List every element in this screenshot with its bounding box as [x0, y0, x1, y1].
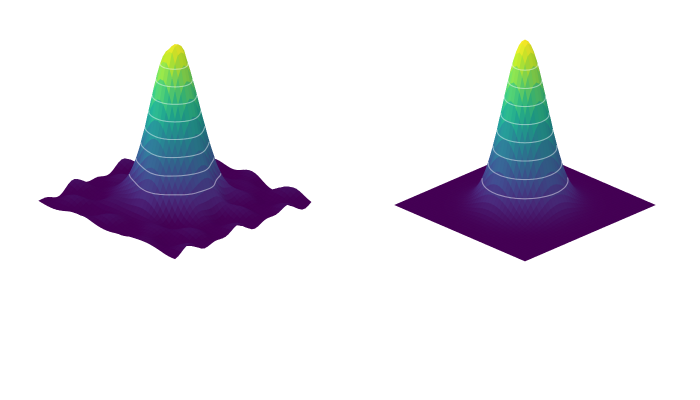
surface-plot-right	[394, 39, 656, 262]
contour-line	[155, 78, 194, 88]
contour-line	[140, 141, 210, 159]
contour-line	[503, 96, 547, 108]
contour-line	[144, 126, 206, 141]
contour-line	[487, 161, 563, 181]
contour-line	[481, 177, 569, 200]
contour-line	[492, 145, 558, 162]
contour-line	[128, 173, 222, 196]
contour-line	[159, 63, 189, 70]
contour-line	[500, 112, 550, 126]
surface-facet	[521, 258, 529, 262]
contour-line	[148, 110, 202, 123]
surface-mesh	[38, 44, 312, 260]
contour-line	[496, 128, 554, 144]
surface-mesh	[394, 39, 656, 262]
surface-plot-left	[38, 44, 312, 260]
contour-line	[511, 63, 539, 71]
contour-line	[507, 79, 543, 90]
contour-line	[135, 157, 215, 177]
contour-line	[151, 94, 198, 105]
surface-facet	[171, 254, 179, 260]
